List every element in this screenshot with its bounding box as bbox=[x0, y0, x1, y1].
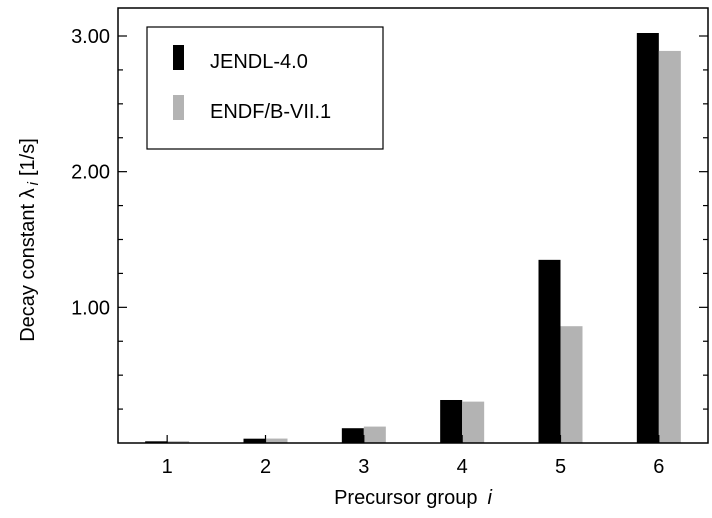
bar-jendl-group-4 bbox=[440, 399, 463, 443]
bar-jendl-group-6 bbox=[636, 33, 659, 443]
x-tick-label-3: 3 bbox=[358, 456, 369, 478]
legend-label-jendl: JENDL-4.0 bbox=[210, 51, 308, 73]
bar-endf-group-6 bbox=[658, 50, 681, 443]
x-axis-title: Precursor group i bbox=[334, 487, 492, 509]
y-tick-label-2.00: 2.00 bbox=[71, 162, 110, 184]
y-tick-label-1.00: 1.00 bbox=[71, 297, 110, 319]
legend: JENDL-4.0 ENDF/B-VII.1 bbox=[146, 26, 384, 150]
x-tick-label-2: 2 bbox=[260, 456, 271, 478]
bar-endf-group-5 bbox=[560, 326, 583, 443]
y-axis-title: Decay constant λi[1/s] bbox=[17, 138, 42, 342]
x-tick-label-5: 5 bbox=[555, 456, 566, 478]
bar-jendl-group-3 bbox=[341, 428, 364, 443]
legend-label-endf: ENDF/B-VII.1 bbox=[210, 101, 331, 123]
bar-endf-group-3 bbox=[363, 426, 386, 443]
bar-endf-group-4 bbox=[462, 401, 485, 443]
y-tick-label-3.00: 3.00 bbox=[71, 26, 110, 48]
x-tick-label-1: 1 bbox=[162, 456, 173, 478]
axes-layer: 1 2 3 4 5 6 1.00 2.00 3.00 bbox=[71, 7, 709, 478]
bars-layer bbox=[145, 33, 681, 443]
bar-jendl-group-1 bbox=[145, 441, 168, 443]
plot-frame bbox=[117, 7, 709, 444]
bar-endf-group-1 bbox=[167, 441, 190, 443]
bar-jendl-group-2 bbox=[243, 438, 266, 443]
x-tick-label-6: 6 bbox=[653, 456, 664, 478]
legend-swatch-jendl bbox=[173, 45, 184, 70]
x-tick-label-4: 4 bbox=[457, 456, 468, 478]
legend-swatch-endf bbox=[173, 95, 184, 120]
legend-box bbox=[146, 26, 384, 150]
bar-jendl-group-5 bbox=[538, 259, 561, 443]
bar-endf-group-2 bbox=[265, 438, 288, 443]
